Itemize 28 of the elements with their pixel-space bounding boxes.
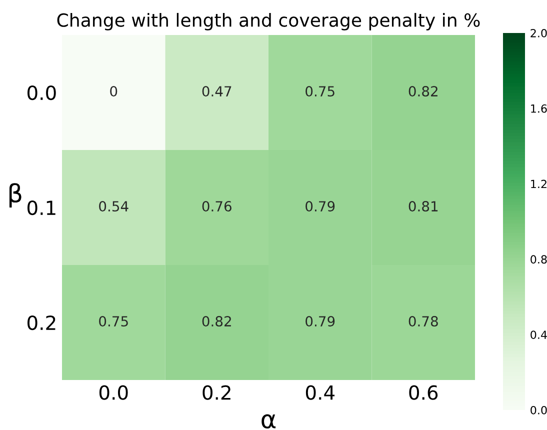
data-label: 0.79 (306, 316, 335, 327)
x-tick-label: 0.6 (409, 385, 438, 400)
color-bar-label: 0.0 (530, 406, 547, 414)
x-tick-label: 0.0 (99, 385, 128, 400)
x-tick-label: 0.2 (202, 385, 230, 400)
x-tick-label: 0.4 (306, 385, 334, 400)
data-label: 0.81 (408, 201, 438, 212)
data-label: 0.75 (99, 316, 128, 327)
x-axis-title: α (262, 414, 276, 429)
y-tick-label: 0.2 (28, 315, 56, 330)
data-label: 0.82 (202, 316, 231, 327)
y-tick-label: 0.1 (28, 200, 56, 216)
color-bar-label: 1.2 (531, 180, 546, 188)
data-label: 0.78 (408, 316, 438, 327)
data-label: 0 (110, 86, 118, 97)
data-label: 0.79 (306, 201, 335, 212)
y-tick-label: 0.0 (28, 85, 56, 100)
chart-title: Change with length and coverage penalty in % (57, 12, 480, 30)
data-label: 0.76 (202, 201, 232, 212)
data-label: 0.47 (202, 86, 232, 97)
color-bar-label: 2.0 (530, 28, 547, 38)
data-label: 0.75 (306, 86, 334, 97)
data-label: 0.54 (99, 201, 128, 212)
color-bar-label: 0.4 (530, 330, 547, 339)
y-axis-title: β (9, 183, 22, 208)
color-bar-label: 1.6 (531, 104, 547, 113)
color-bar-label: 0.8 (530, 255, 547, 264)
data-label: 0.82 (408, 86, 438, 97)
